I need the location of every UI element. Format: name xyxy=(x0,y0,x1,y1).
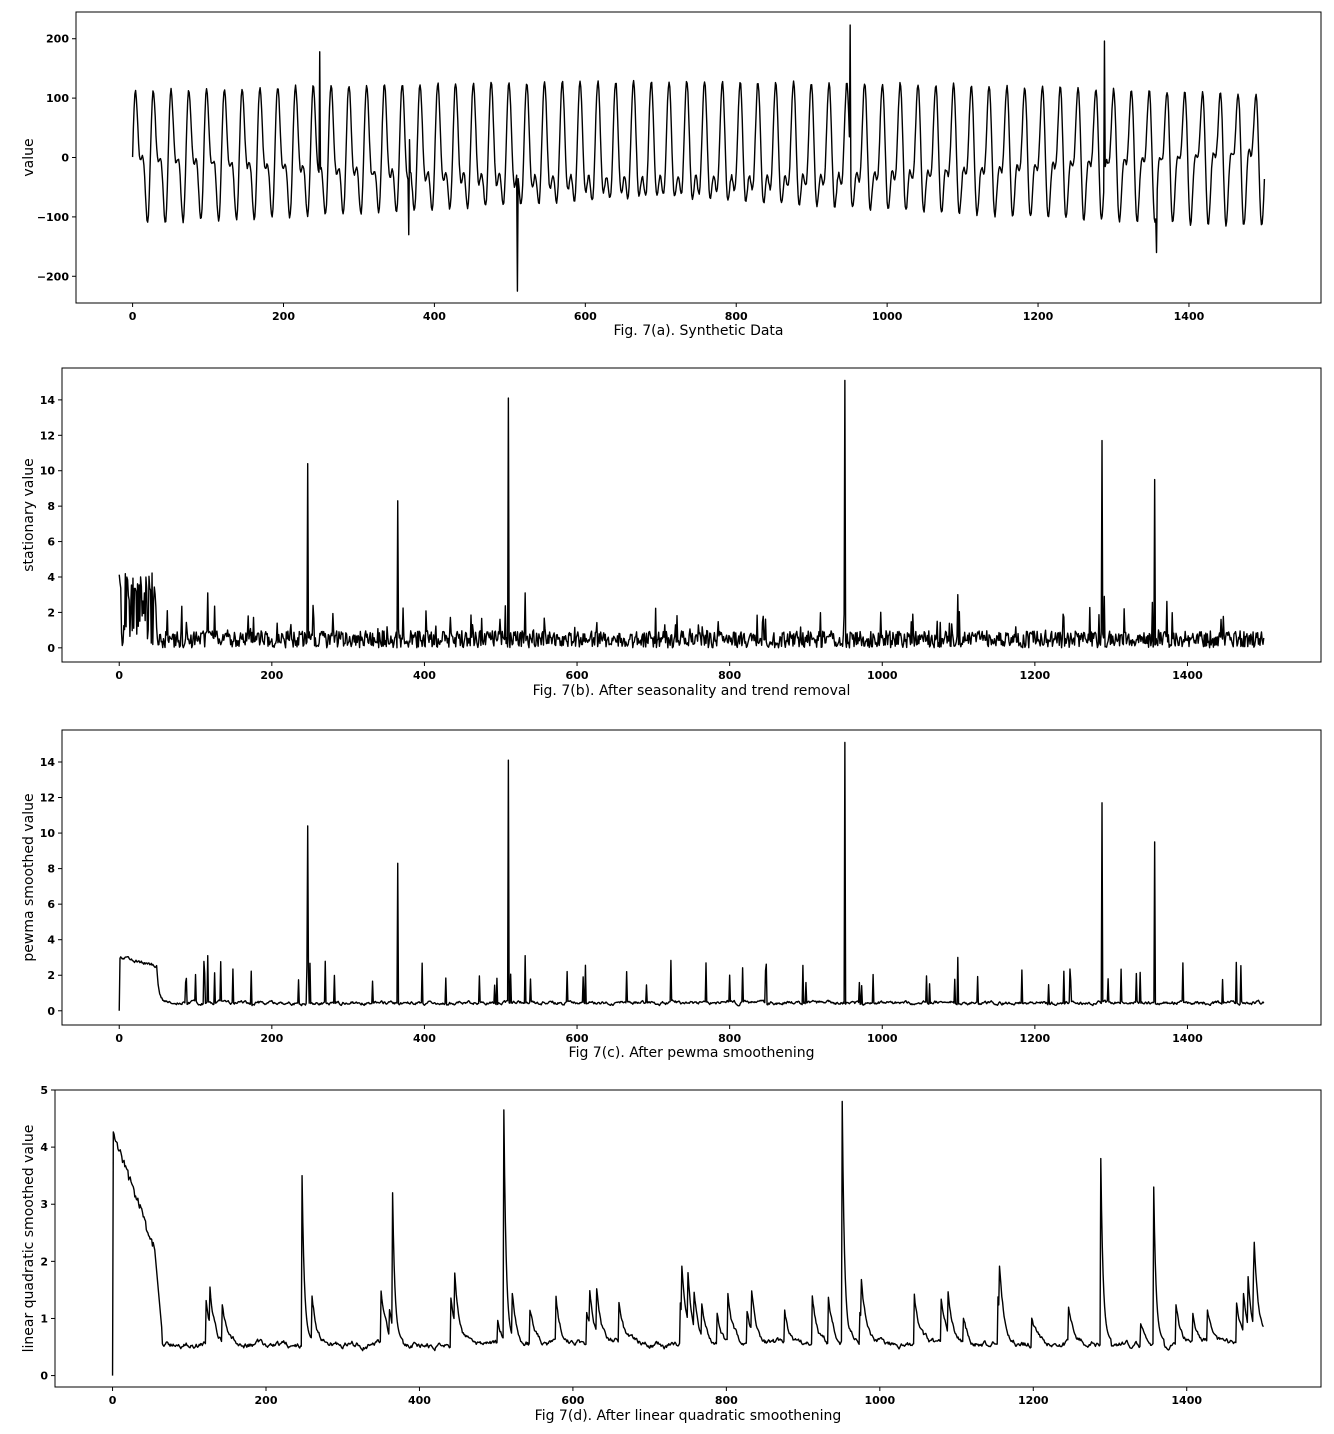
y-tick-label: 10 xyxy=(40,827,56,840)
x-tick-label: 1200 xyxy=(1020,669,1051,682)
y-tick-label: 8 xyxy=(47,500,55,513)
y-tick-label: 3 xyxy=(40,1198,48,1211)
x-tick-label: 1400 xyxy=(1174,310,1205,323)
y-tick-label: 12 xyxy=(40,429,55,442)
x-tick-label: 800 xyxy=(725,310,748,323)
x-tick-label: 600 xyxy=(561,1394,584,1407)
x-tick-label: 1200 xyxy=(1023,310,1054,323)
x-tick-label: 1000 xyxy=(867,669,898,682)
series-line xyxy=(111,1100,1265,1376)
x-tick-label: 1000 xyxy=(872,310,903,323)
y-tick-label: 6 xyxy=(47,536,55,549)
y-axis-label: pewma smoothed value xyxy=(21,793,37,961)
y-tick-label: 6 xyxy=(47,898,55,911)
plot-frame xyxy=(61,367,1322,663)
y-tick-label: 4 xyxy=(40,1141,48,1154)
x-tick-label: 1200 xyxy=(1020,1032,1051,1045)
y-tick-label: 0 xyxy=(61,152,69,165)
y-axis-label: linear quadratic smoothed value xyxy=(21,1125,37,1353)
x-tick-label: 600 xyxy=(574,310,597,323)
x-tick-label: 1200 xyxy=(1018,1394,1049,1407)
y-tick-label: 5 xyxy=(40,1084,48,1097)
figure-caption: Fig 7(d). After linear quadratic smoothe… xyxy=(535,1408,842,1424)
x-tick-label: 400 xyxy=(413,669,436,682)
y-tick-label: 100 xyxy=(46,92,69,105)
x-tick-label: 1400 xyxy=(1172,1032,1203,1045)
y-tick-label: 4 xyxy=(47,934,55,947)
x-tick-label: 400 xyxy=(413,1032,436,1045)
x-tick-label: 1400 xyxy=(1172,669,1203,682)
y-tick-label: 200 xyxy=(46,33,69,46)
series-line xyxy=(118,379,1265,649)
x-tick-label: 200 xyxy=(255,1394,278,1407)
y-axis-label: value xyxy=(21,138,37,176)
chart-panel-a: 0 200 400 600 800 1000 1200 1400 −200 −100 0 100 200… xyxy=(21,11,1322,339)
figure-caption: Fig. 7(a). Synthetic Data xyxy=(614,323,784,339)
x-tick-label: 1000 xyxy=(865,1394,896,1407)
y-tick-label: −200 xyxy=(37,270,70,283)
x-tick-label: 400 xyxy=(408,1394,431,1407)
x-tick-label: 200 xyxy=(260,669,283,682)
figure-caption: Fig 7(c). After pewma smoothening xyxy=(569,1045,815,1061)
x-tick-label: 800 xyxy=(718,1032,741,1045)
plot-frame xyxy=(61,729,1322,1026)
y-tick-label: 12 xyxy=(40,792,55,805)
chart-panel-c: 0 200 400 600 800 1000 1200 1400 0 2 4 6 8 10 12 14 pewm… xyxy=(21,729,1322,1061)
y-tick-label: 14 xyxy=(40,394,56,407)
x-tick-label: 200 xyxy=(272,310,295,323)
x-tick-label: 1000 xyxy=(867,1032,898,1045)
y-tick-label: 1 xyxy=(40,1312,48,1325)
y-tick-label: 0 xyxy=(40,1370,48,1383)
series-line xyxy=(118,741,1265,1011)
y-tick-label: 2 xyxy=(47,969,55,982)
y-axis-label: stationary value xyxy=(21,458,37,572)
x-tick-label: 0 xyxy=(115,669,123,682)
x-tick-label: 0 xyxy=(129,310,137,323)
y-tick-label: 2 xyxy=(47,606,55,619)
x-tick-label: 1400 xyxy=(1171,1394,1202,1407)
x-tick-label: 600 xyxy=(566,669,589,682)
series-line xyxy=(131,24,1266,292)
x-tick-label: 0 xyxy=(109,1394,117,1407)
y-tick-label: 8 xyxy=(47,863,55,876)
y-tick-label: 2 xyxy=(40,1255,48,1268)
x-tick-label: 200 xyxy=(260,1032,283,1045)
x-tick-label: 800 xyxy=(718,669,741,682)
y-tick-label: 4 xyxy=(47,571,55,584)
x-tick-label: 0 xyxy=(115,1032,123,1045)
y-tick-label: −100 xyxy=(37,211,70,224)
y-tick-label: 10 xyxy=(40,465,56,478)
y-tick-label: 0 xyxy=(47,642,55,655)
x-tick-label: 600 xyxy=(566,1032,589,1045)
x-tick-label: 800 xyxy=(715,1394,738,1407)
y-tick-label: 0 xyxy=(47,1005,55,1018)
x-tick-label: 400 xyxy=(423,310,446,323)
chart-panel-d: 0 200 400 600 800 1000 1200 1400 0 1 2 3 4 5 linear qu… xyxy=(21,1084,1322,1424)
y-tick-label: 14 xyxy=(40,756,56,769)
chart-panel-b: 0 200 400 600 800 1000 1200 1400 0 2 4 6 8 10 12 14 stat… xyxy=(21,367,1322,699)
plot-frame xyxy=(54,1089,1322,1388)
figure-caption: Fig. 7(b). After seasonality and trend r… xyxy=(533,683,851,699)
